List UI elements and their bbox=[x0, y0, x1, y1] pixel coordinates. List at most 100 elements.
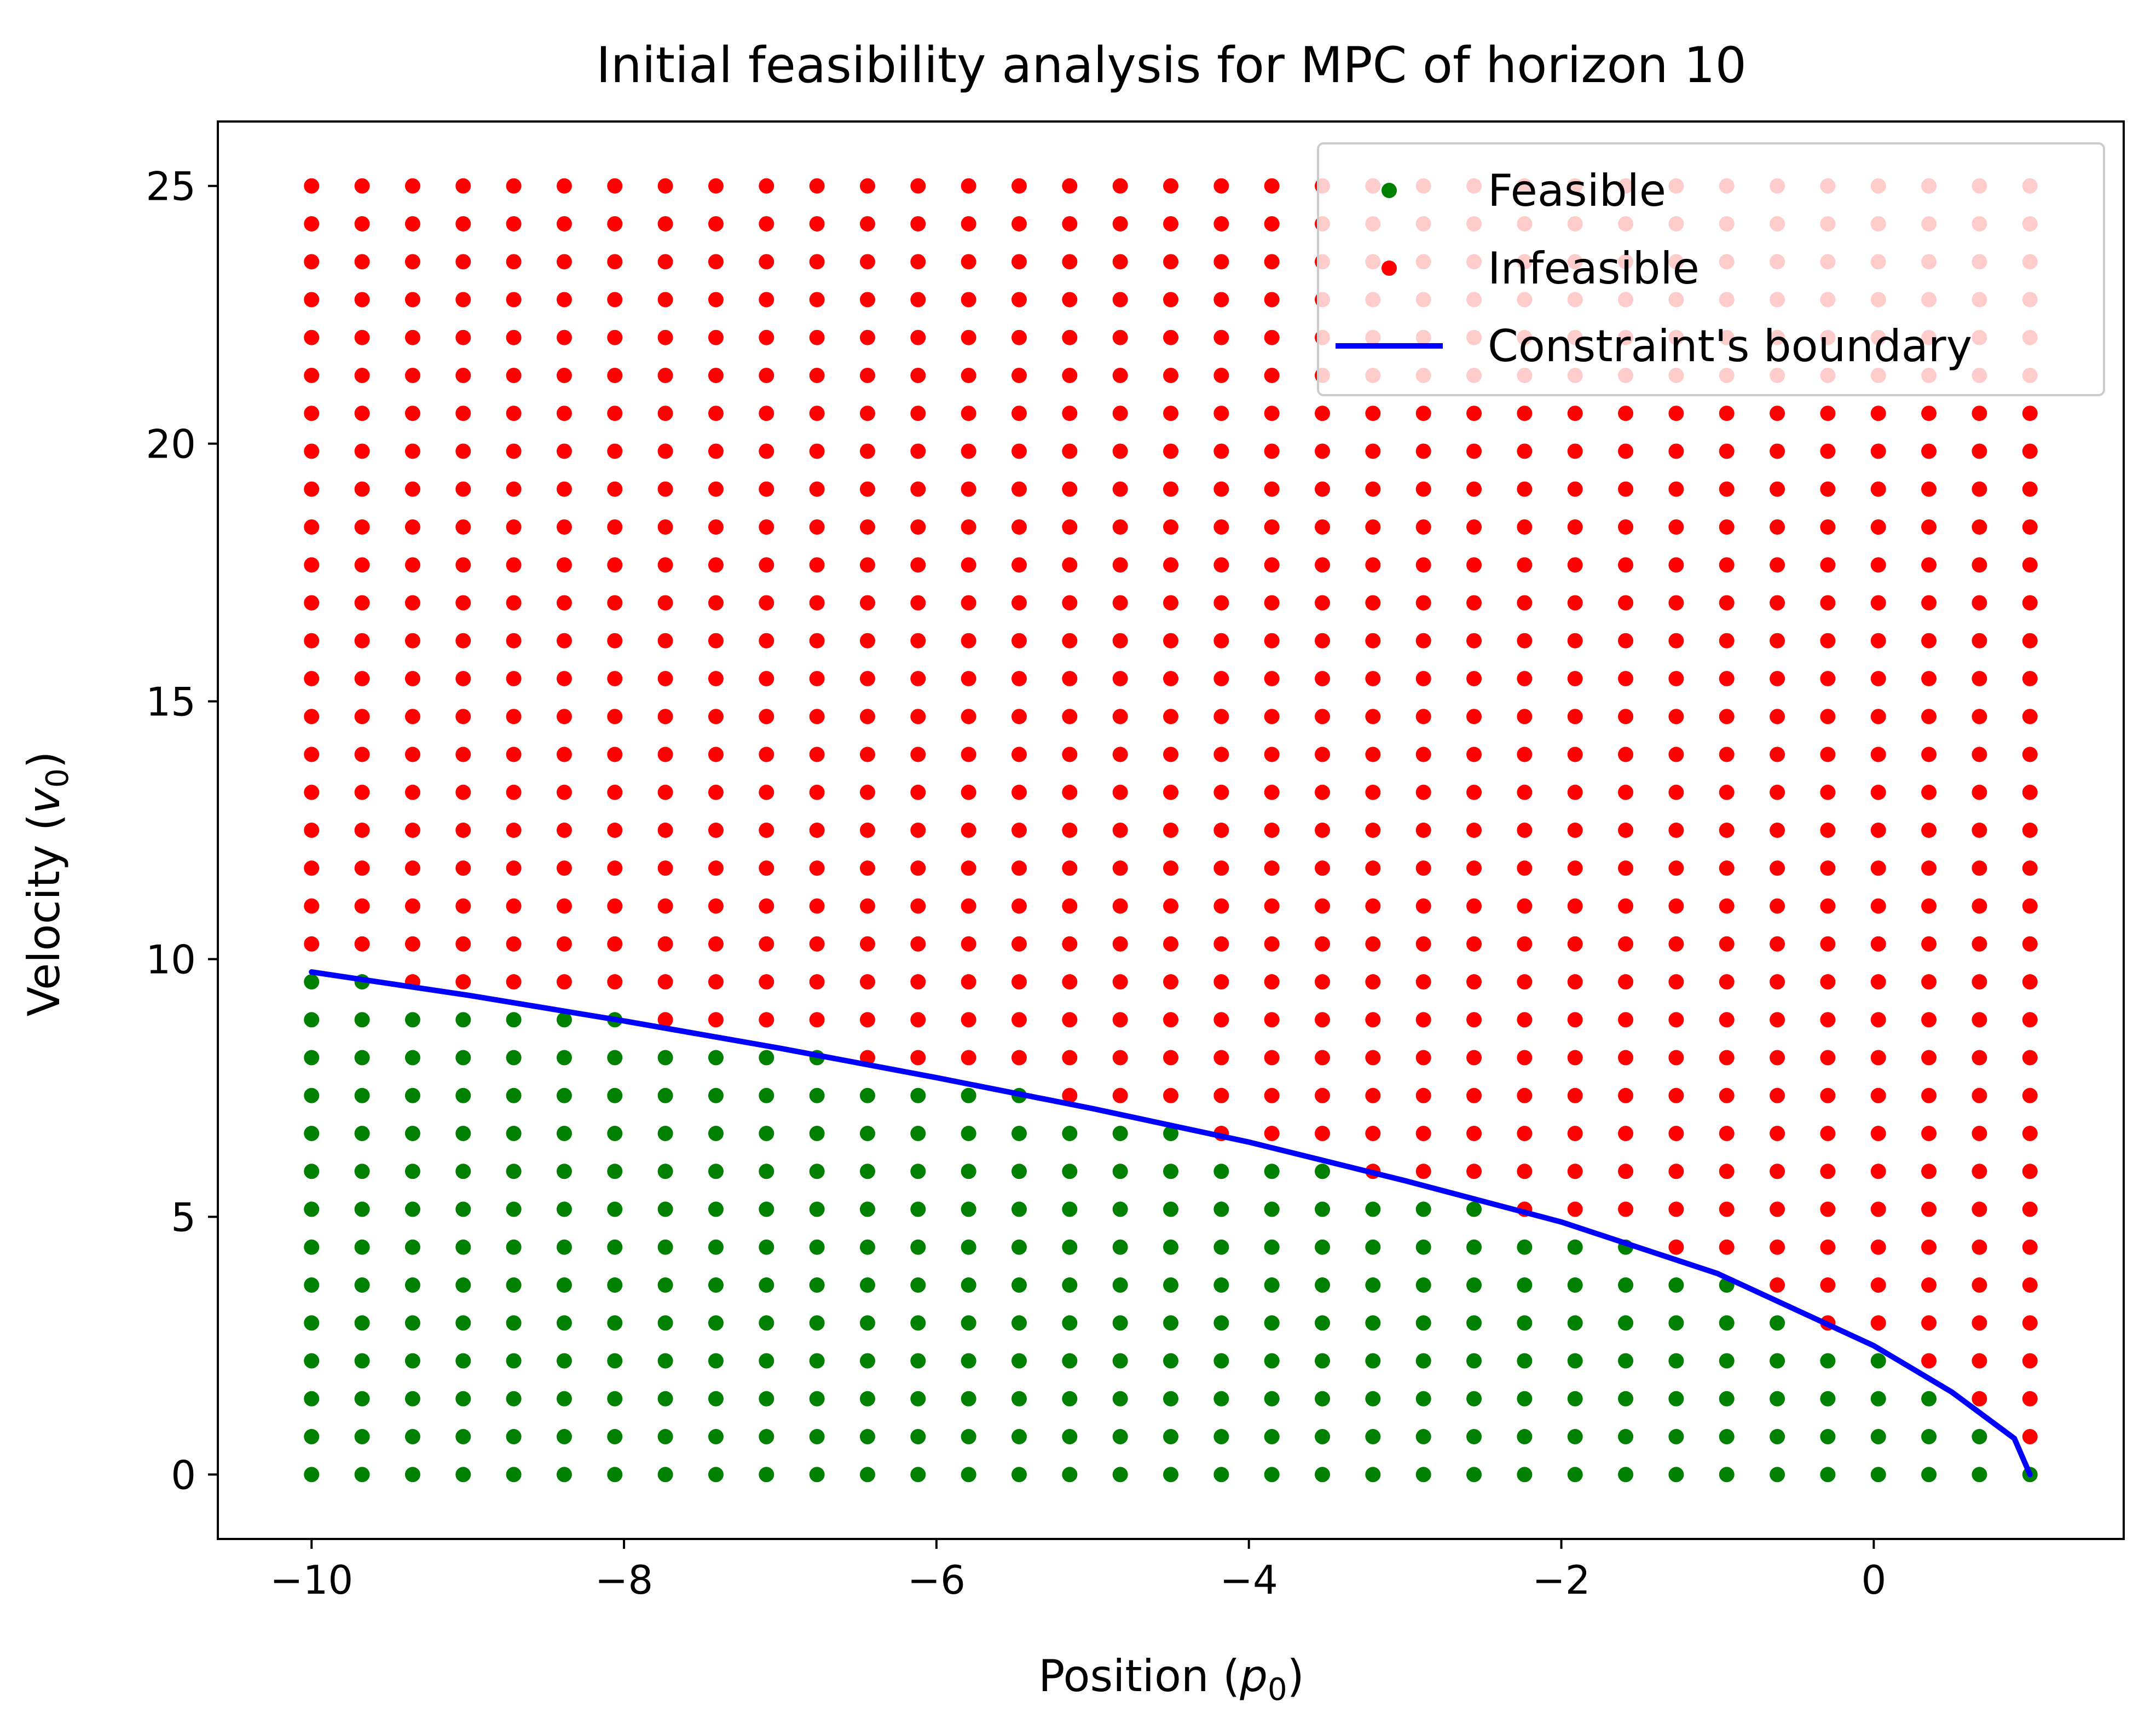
infeasible-point bbox=[708, 898, 724, 914]
infeasible-point bbox=[1668, 860, 1684, 876]
infeasible-point bbox=[1820, 747, 1836, 762]
feasible-point bbox=[1719, 1467, 1735, 1483]
infeasible-point bbox=[1415, 974, 1431, 990]
infeasible-point bbox=[607, 974, 623, 990]
infeasible-point bbox=[404, 898, 420, 914]
feasible-point bbox=[657, 1126, 673, 1142]
infeasible-point bbox=[506, 633, 522, 649]
infeasible-point bbox=[1719, 519, 1735, 535]
infeasible-point bbox=[1112, 216, 1128, 232]
feasible-point bbox=[1112, 1467, 1128, 1483]
feasible-point bbox=[1163, 1353, 1178, 1369]
infeasible-point bbox=[759, 974, 774, 990]
infeasible-point bbox=[354, 178, 370, 194]
infeasible-point bbox=[1112, 709, 1128, 725]
infeasible-point bbox=[1062, 481, 1078, 497]
infeasible-point bbox=[657, 823, 673, 838]
infeasible-point bbox=[1972, 1087, 1987, 1103]
infeasible-point bbox=[1517, 481, 1533, 497]
infeasible-point bbox=[556, 367, 572, 383]
feasible-point bbox=[759, 1239, 774, 1255]
infeasible-point bbox=[1415, 406, 1431, 421]
infeasible-point bbox=[1163, 481, 1178, 497]
infeasible-point bbox=[1517, 443, 1533, 459]
infeasible-point bbox=[961, 709, 976, 725]
infeasible-point bbox=[2022, 1012, 2038, 1028]
infeasible-point bbox=[708, 633, 724, 649]
infeasible-point bbox=[1719, 1012, 1735, 1028]
feasible-point bbox=[910, 1429, 926, 1445]
feasible-point bbox=[1011, 1164, 1027, 1179]
infeasible-point bbox=[1466, 898, 1482, 914]
infeasible-point bbox=[1870, 936, 1886, 952]
infeasible-point bbox=[1062, 595, 1078, 611]
infeasible-point bbox=[859, 936, 875, 952]
infeasible-point bbox=[1062, 406, 1078, 421]
feasible-point bbox=[455, 1201, 471, 1217]
feasible-point bbox=[657, 1050, 673, 1066]
infeasible-point bbox=[1770, 784, 1785, 800]
infeasible-point bbox=[1618, 1087, 1634, 1103]
infeasible-point bbox=[961, 974, 976, 990]
infeasible-point bbox=[1011, 747, 1027, 762]
feasible-point bbox=[1163, 1201, 1178, 1217]
feasible-point bbox=[404, 1012, 420, 1028]
infeasible-point bbox=[961, 784, 976, 800]
infeasible-point bbox=[809, 519, 825, 535]
infeasible-point bbox=[1567, 519, 1583, 535]
infeasible-point bbox=[1921, 519, 1937, 535]
infeasible-point bbox=[556, 670, 572, 686]
infeasible-point bbox=[1770, 898, 1785, 914]
infeasible-point bbox=[1517, 974, 1533, 990]
infeasible-point bbox=[1567, 443, 1583, 459]
infeasible-point bbox=[1921, 898, 1937, 914]
infeasible-point bbox=[1062, 367, 1078, 383]
feasible-point bbox=[304, 1353, 320, 1369]
infeasible-point bbox=[354, 519, 370, 535]
feasible-point bbox=[1415, 1467, 1431, 1483]
infeasible-point bbox=[961, 481, 976, 497]
infeasible-point bbox=[1011, 670, 1027, 686]
legend-feasible-label: Feasible bbox=[1488, 165, 1666, 216]
infeasible-point bbox=[961, 1050, 976, 1066]
infeasible-point bbox=[1062, 557, 1078, 573]
infeasible-point bbox=[859, 406, 875, 421]
infeasible-point bbox=[1011, 481, 1027, 497]
infeasible-point bbox=[910, 709, 926, 725]
feasible-point bbox=[1011, 1239, 1027, 1255]
infeasible-point bbox=[1668, 936, 1684, 952]
infeasible-point bbox=[1011, 443, 1027, 459]
infeasible-point bbox=[607, 406, 623, 421]
feasible-point bbox=[961, 1315, 976, 1331]
infeasible-point bbox=[1163, 367, 1178, 383]
infeasible-point bbox=[1820, 633, 1836, 649]
feasible-point bbox=[809, 1467, 825, 1483]
infeasible-point bbox=[910, 329, 926, 345]
feasible-point bbox=[404, 1315, 420, 1331]
infeasible-point bbox=[1972, 936, 1987, 952]
infeasible-point bbox=[1820, 860, 1836, 876]
infeasible-point bbox=[304, 367, 320, 383]
infeasible-point bbox=[759, 860, 774, 876]
feasible-point bbox=[809, 1391, 825, 1407]
infeasible-point bbox=[1415, 670, 1431, 686]
infeasible-point bbox=[809, 292, 825, 308]
feasible-point bbox=[404, 1467, 420, 1483]
x-tick-label: −4 bbox=[1220, 1557, 1278, 1603]
infeasible-point bbox=[1112, 936, 1128, 952]
infeasible-point bbox=[2022, 936, 2038, 952]
infeasible-point bbox=[1213, 823, 1229, 838]
infeasible-point bbox=[1870, 1126, 1886, 1142]
chart-title: Initial feasibility analysis for MPC of … bbox=[596, 37, 1747, 94]
feasible-point bbox=[910, 1391, 926, 1407]
feasible-point bbox=[1466, 1277, 1482, 1293]
feasible-point bbox=[1213, 1239, 1229, 1255]
infeasible-point bbox=[1972, 481, 1987, 497]
infeasible-point bbox=[607, 254, 623, 270]
feasible-point bbox=[1112, 1391, 1128, 1407]
feasible-point bbox=[1365, 1391, 1381, 1407]
infeasible-point bbox=[354, 292, 370, 308]
feasible-point bbox=[556, 1126, 572, 1142]
infeasible-point bbox=[1415, 1012, 1431, 1028]
infeasible-point bbox=[910, 747, 926, 762]
